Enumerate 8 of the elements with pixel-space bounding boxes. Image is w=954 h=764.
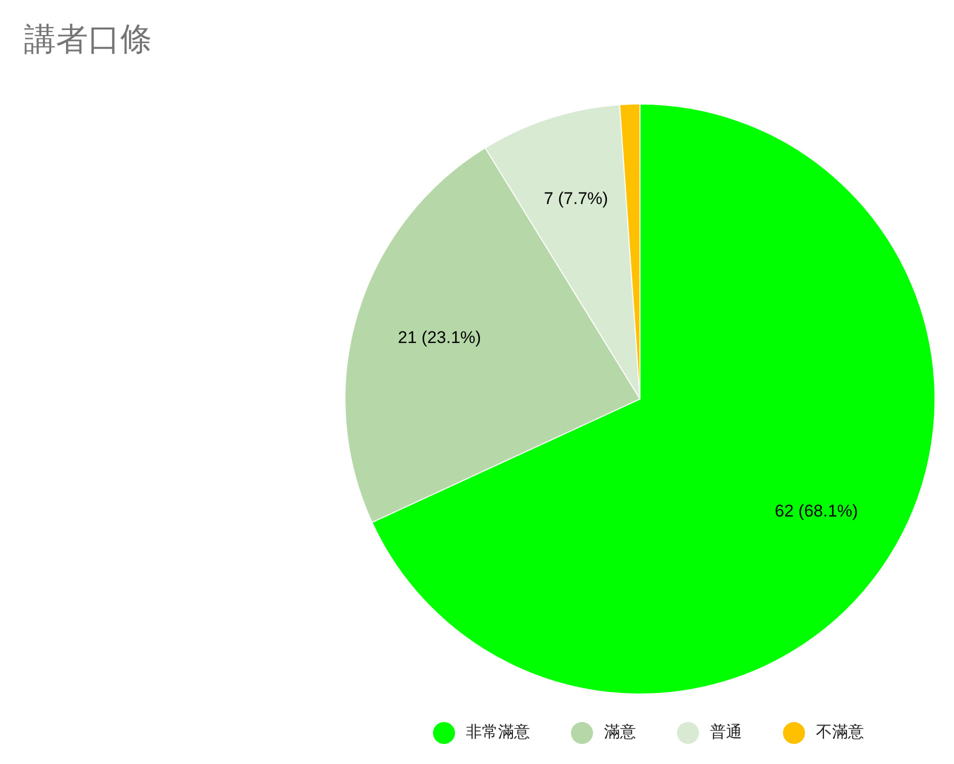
legend-label: 普通	[710, 723, 742, 742]
data-label: 62 (68.1%)	[774, 501, 858, 520]
text: 講者口條	[24, 21, 152, 57]
legend-label: 不滿意	[816, 723, 864, 742]
legend-label: 非常滿意	[466, 723, 530, 742]
data-label: 21 (23.1%)	[398, 328, 482, 347]
data-label: 7 (7.7%)	[544, 189, 608, 208]
legend-label: 滿意	[604, 723, 636, 742]
